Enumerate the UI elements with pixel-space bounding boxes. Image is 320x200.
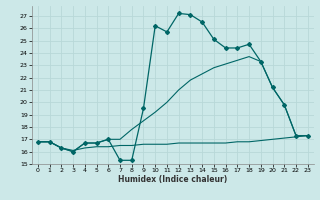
- X-axis label: Humidex (Indice chaleur): Humidex (Indice chaleur): [118, 175, 228, 184]
